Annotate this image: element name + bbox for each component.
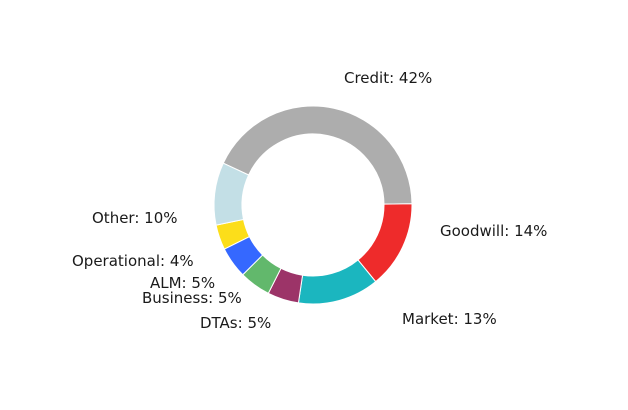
label-credit: Credit: 42%	[344, 69, 432, 87]
label-alm: ALM: 5%	[150, 274, 215, 292]
slice-credit	[222, 105, 413, 205]
label-dtas: DTAs: 5%	[200, 314, 271, 332]
slice-other	[213, 162, 250, 226]
label-operational: Operational: 4%	[72, 252, 194, 270]
slice-labels: Credit: 42% Goodwill: 14% Market: 13% DTAs:…	[72, 69, 547, 332]
label-business: Business: 5%	[142, 289, 242, 307]
donut-slices	[213, 105, 413, 305]
label-goodwill: Goodwill: 14%	[440, 222, 547, 240]
label-market: Market: 13%	[402, 310, 497, 328]
label-other: Other: 10%	[92, 209, 178, 227]
